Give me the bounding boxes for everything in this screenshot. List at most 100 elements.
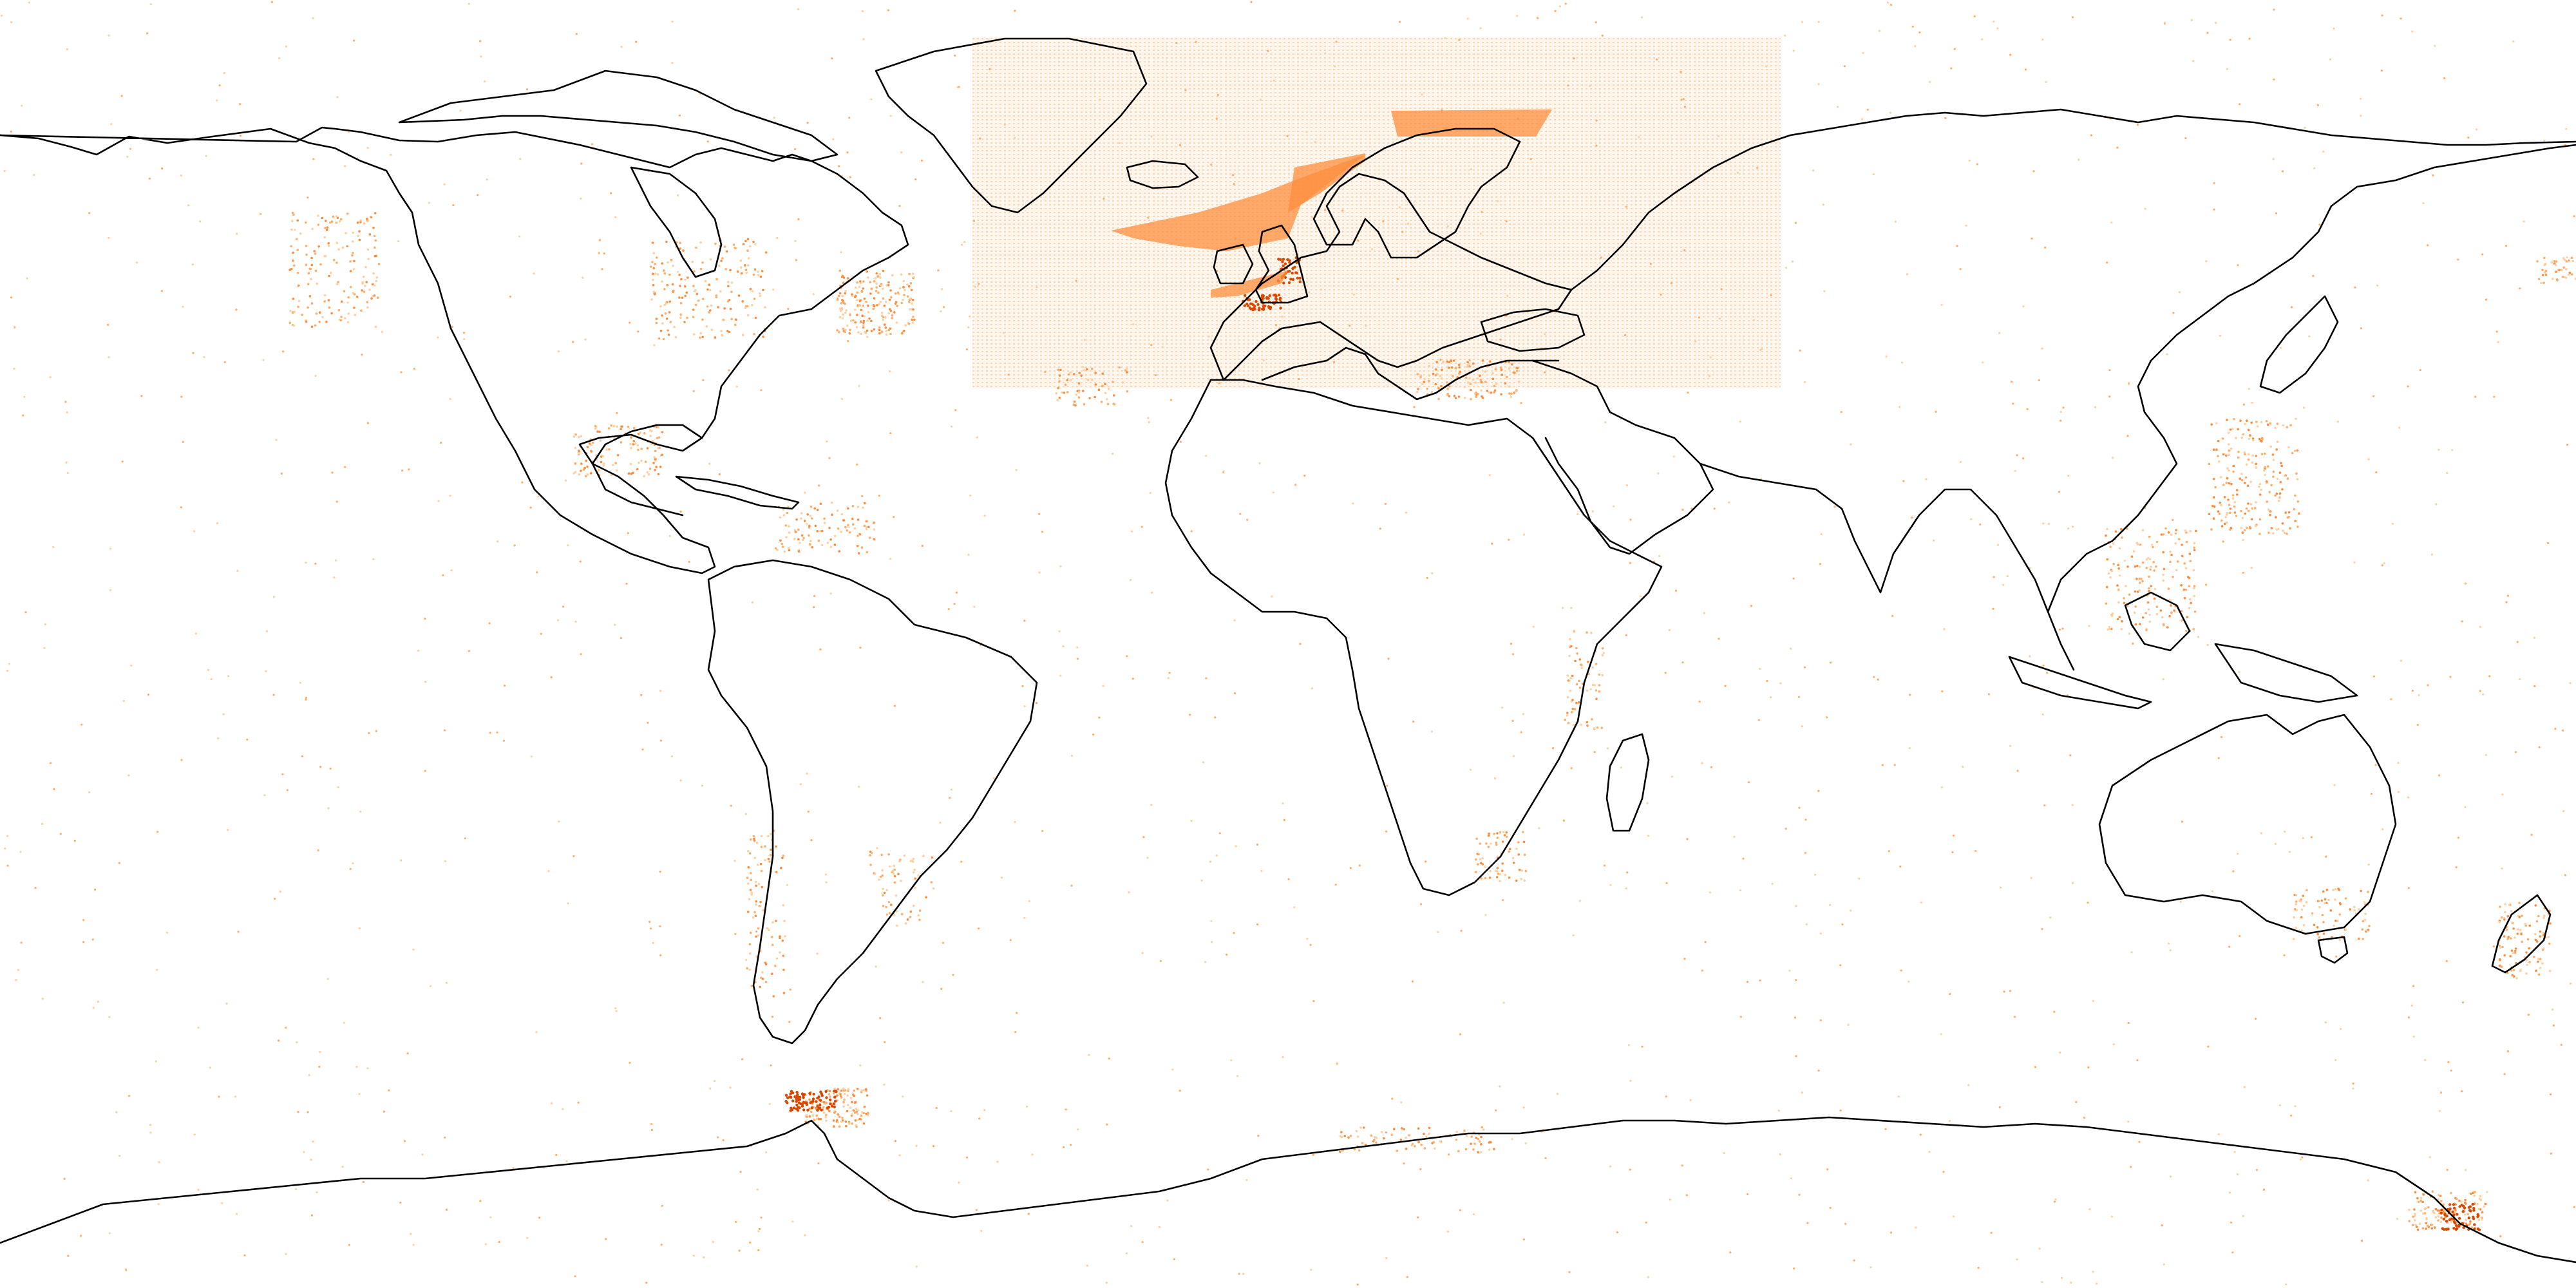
occurrence-point: [2251, 454, 2254, 457]
occurrence-point: [1267, 306, 1271, 309]
occurrence-point: [1447, 366, 1450, 369]
occurrence-point: [1914, 45, 1917, 48]
occurrence-point: [1704, 941, 1707, 943]
occurrence-point: [1485, 842, 1488, 845]
occurrence-point: [719, 290, 722, 293]
occurrence-point: [1440, 377, 1443, 380]
occurrence-point: [1094, 395, 1096, 399]
occurrence-point: [2422, 1193, 2425, 1196]
occurrence-point: [2421, 1200, 2424, 1204]
occurrence-point: [806, 513, 809, 516]
occurrence-point: [2119, 527, 2123, 531]
occurrence-point: [2041, 713, 2044, 715]
occurrence-point: [2038, 1247, 2041, 1250]
occurrence-point: [424, 770, 426, 772]
occurrence-point: [1469, 388, 1472, 392]
occurrence-point: [1718, 638, 1720, 640]
occurrence-point: [315, 312, 318, 315]
occurrence-point: [43, 647, 46, 649]
occurrence-point: [1353, 1148, 1356, 1151]
occurrence-point: [1488, 1141, 1491, 1144]
occurrence-point: [1067, 373, 1070, 376]
occurrence-point: [2155, 605, 2159, 608]
occurrence-point: [33, 174, 35, 176]
occurrence-point: [1458, 366, 1461, 369]
occurrence-point: [887, 281, 890, 284]
occurrence-point: [2092, 999, 2094, 1002]
occurrence-point: [754, 243, 757, 246]
occurrence-point: [2496, 330, 2498, 333]
occurrence-point: [875, 965, 877, 968]
occurrence-point: [1770, 294, 1772, 296]
occurrence-point: [1309, 943, 1312, 946]
occurrence-point: [2136, 124, 2139, 126]
occurrence-point: [696, 292, 699, 296]
occurrence-point: [1795, 979, 1797, 981]
occurrence-point: [2192, 569, 2195, 572]
occurrence-point: [909, 298, 912, 300]
occurrence-point: [1558, 5, 1562, 8]
occurrence-point: [1591, 718, 1593, 721]
occurrence-point: [650, 298, 653, 301]
occurrence-point: [1520, 731, 1522, 734]
occurrence-point: [2533, 636, 2535, 639]
occurrence-point: [823, 522, 826, 524]
occurrence-point: [2237, 456, 2240, 459]
occurrence-point: [557, 350, 560, 353]
occurrence-point: [862, 506, 864, 509]
occurrence-point: [883, 323, 886, 326]
occurrence-point: [1382, 220, 1385, 223]
occurrence-point: [23, 395, 26, 398]
occurrence-point: [1503, 834, 1506, 837]
occurrence-point: [1766, 679, 1768, 683]
occurrence-point: [2215, 422, 2218, 424]
occurrence-point: [1405, 1148, 1408, 1150]
occurrence-point: [324, 294, 327, 297]
occurrence-point: [408, 468, 410, 471]
occurrence-point: [757, 882, 761, 886]
occurrence-point: [840, 1121, 843, 1123]
occurrence-point: [1747, 1193, 1749, 1195]
occurrence-point: [751, 290, 754, 293]
occurrence-point: [791, 1220, 794, 1223]
occurrence-point: [237, 931, 240, 933]
occurrence-point: [894, 1139, 897, 1142]
occurrence-point: [2274, 426, 2277, 430]
occurrence-point: [2324, 898, 2327, 901]
occurrence-point: [1496, 832, 1499, 835]
occurrence-point: [478, 40, 482, 43]
occurrence-point: [2535, 969, 2537, 972]
occurrence-point: [760, 1217, 762, 1219]
occurrence-point: [530, 755, 533, 758]
occurrence-point: [917, 914, 920, 916]
occurrence-point: [13, 367, 15, 370]
occurrence-point: [2408, 1208, 2410, 1211]
occurrence-point: [444, 860, 447, 862]
occurrence-point: [1976, 163, 1978, 166]
occurrence-point: [723, 245, 726, 248]
occurrence-point: [974, 285, 977, 288]
occurrence-point: [2537, 973, 2541, 976]
occurrence-point: [2293, 508, 2296, 511]
occurrence-point: [1877, 678, 1879, 681]
occurrence-point: [1075, 279, 1077, 282]
occurrence-point: [346, 213, 349, 215]
occurrence-point: [2237, 853, 2239, 855]
occurrence-point: [735, 318, 737, 321]
occurrence-point: [854, 308, 857, 311]
occurrence-point: [2530, 833, 2533, 836]
occurrence-point: [358, 230, 361, 233]
occurrence-point: [1602, 652, 1605, 654]
occurrence-point: [779, 936, 781, 940]
occurrence-point: [842, 313, 844, 316]
occurrence-point: [2212, 517, 2215, 520]
occurrence-point: [1482, 1128, 1485, 1131]
occurrence-point: [2112, 563, 2115, 565]
occurrence-point: [854, 1101, 857, 1104]
occurrence-point: [2420, 1199, 2423, 1202]
occurrence-point: [1511, 653, 1515, 656]
occurrence-point: [2294, 494, 2297, 497]
occurrence-point: [574, 462, 576, 465]
